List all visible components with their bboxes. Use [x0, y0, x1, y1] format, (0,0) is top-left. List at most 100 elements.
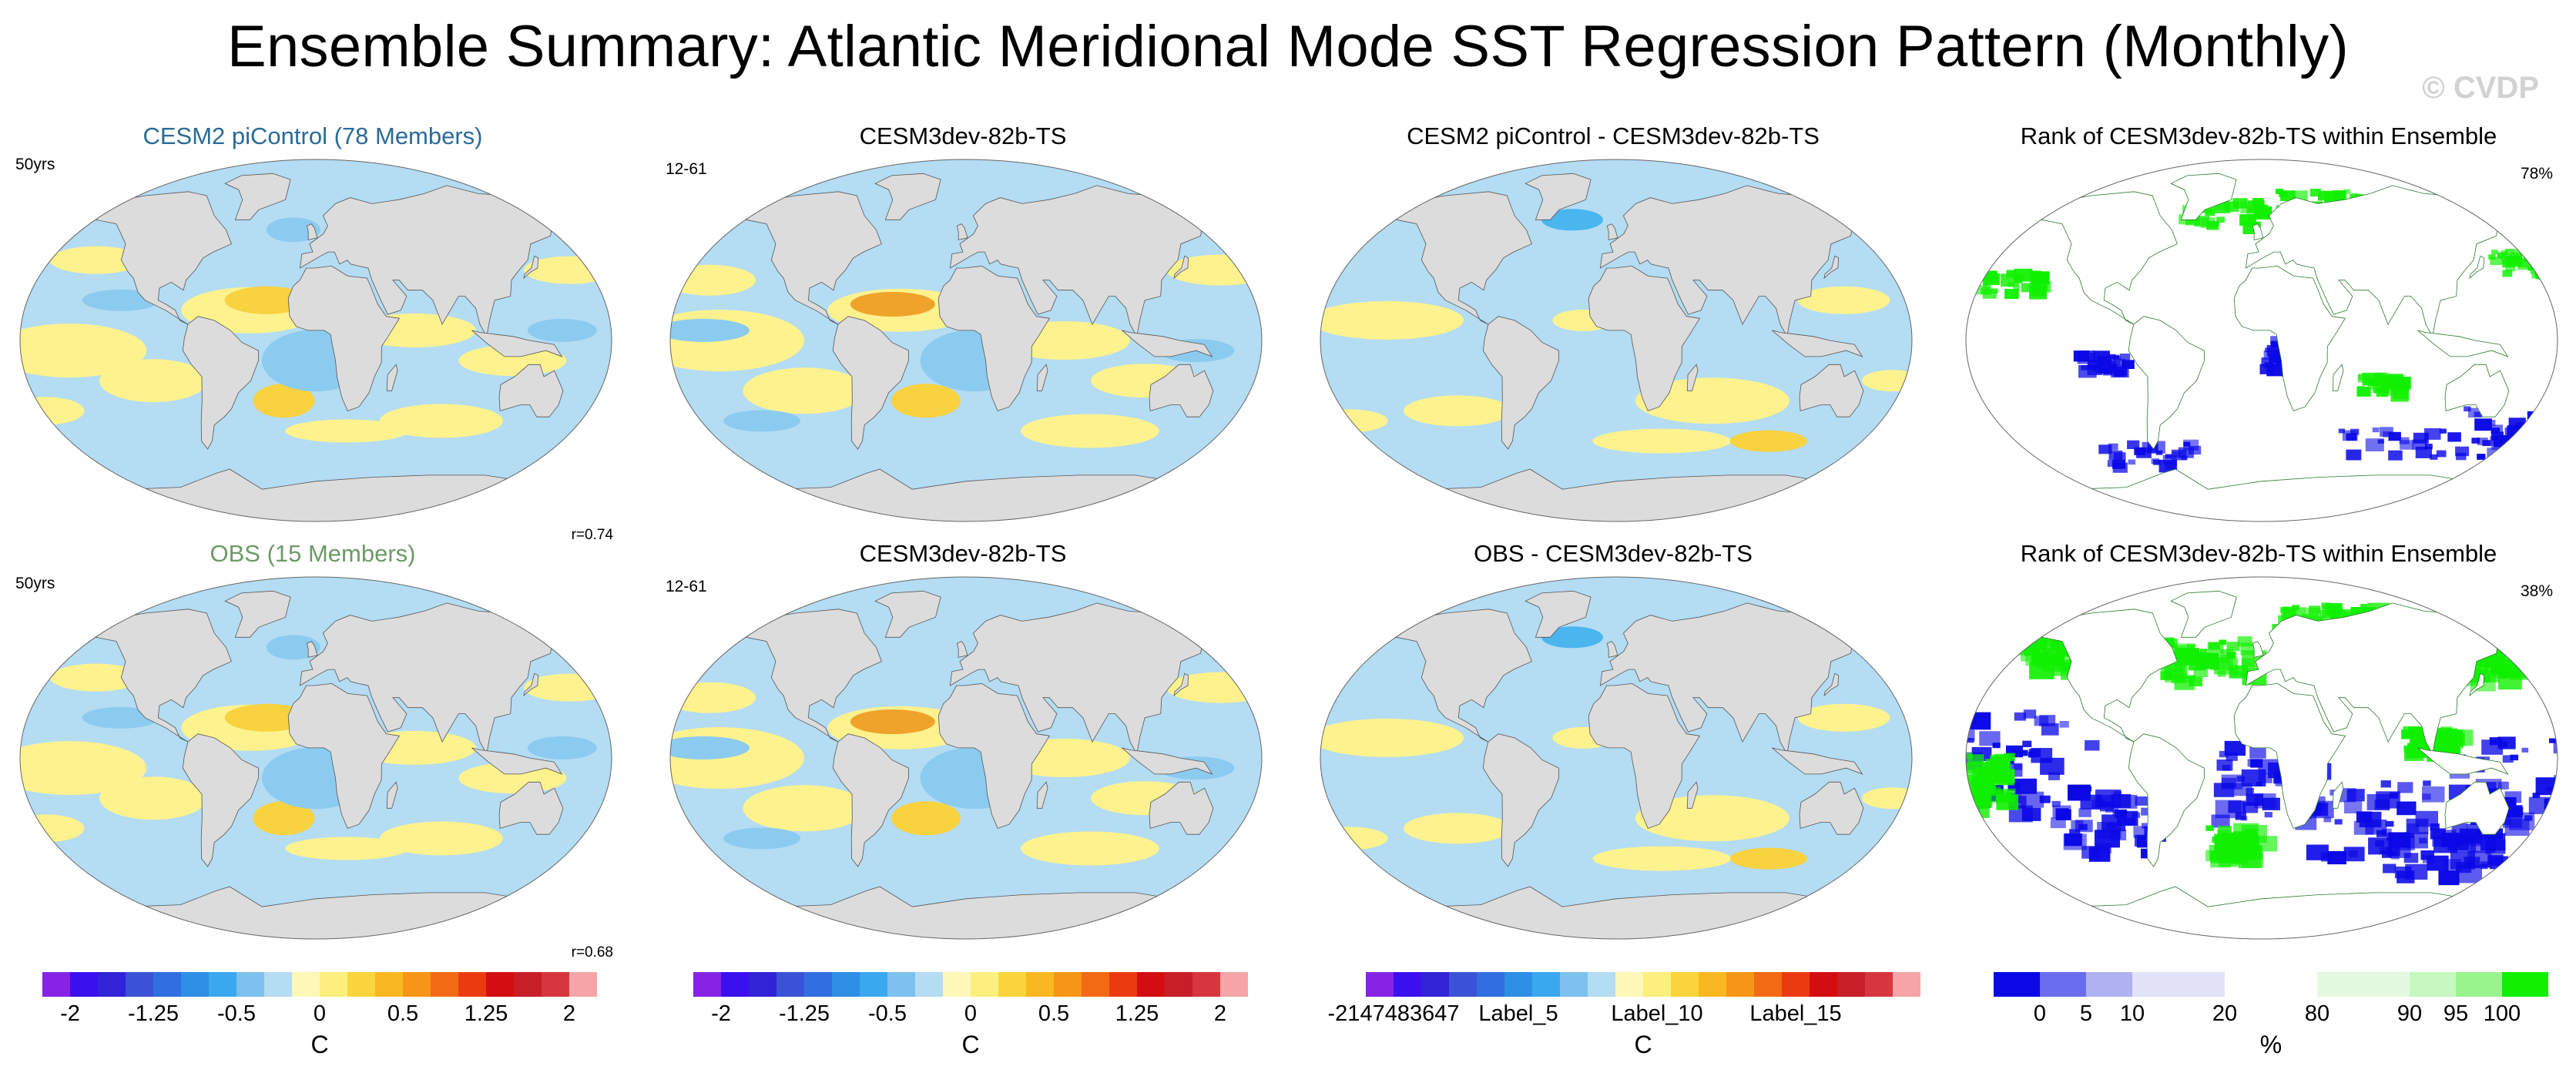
colorbar-boxes [42, 972, 597, 997]
rank-percent-label: 38% [2520, 582, 2553, 600]
low-rank-cell [2471, 438, 2480, 444]
low-rank-cell [2389, 792, 2399, 799]
land-north-america [1376, 609, 1532, 743]
low-rank-cell [2236, 776, 2245, 782]
low-rank-cell [2424, 444, 2433, 449]
land-madagascar [1036, 364, 1048, 391]
colorbar-tick-label: -0.5 [868, 1001, 907, 1026]
low-rank-cell [2511, 806, 2524, 816]
colorbar-swatch [375, 972, 403, 997]
colorbar-swatch [1615, 972, 1643, 997]
high-rank-cell [2014, 277, 2023, 283]
low-rank-cell [2405, 832, 2428, 849]
colorbar-swatch [1837, 972, 1865, 997]
low-rank-cell [2107, 823, 2116, 830]
positive-anomaly-region [850, 292, 935, 317]
colorbar-swatch [1220, 972, 1248, 997]
positive-anomaly-region [850, 709, 935, 734]
low-rank-cell [2095, 830, 2120, 848]
land-indonesia [1772, 747, 1863, 775]
low-rank-cell [2412, 439, 2427, 450]
colorbar-swatch [2040, 972, 2086, 997]
low-rank-cell [2415, 810, 2438, 827]
land-south-america [182, 733, 259, 867]
positive-anomaly-region [891, 801, 961, 836]
colorbar-swatch [514, 972, 542, 997]
low-rank-cell [2439, 428, 2447, 434]
low-rank-cell [2348, 850, 2358, 857]
colorbar-tick-label: 2 [1213, 1001, 1227, 1026]
low-rank-cell [2078, 808, 2091, 817]
colorbar-swatch [1782, 972, 1810, 997]
colorbar-swatch [153, 972, 181, 997]
high-rank-cell [2216, 841, 2225, 848]
colorbar-tick-label: 5 [2079, 1001, 2093, 1026]
positive-anomaly-region [1729, 847, 1807, 870]
panel-difference-bottom: OBS - CESM3dev-82b-TS [1305, 539, 1921, 971]
land-greenland [874, 590, 941, 638]
land-north-america [2021, 609, 2178, 743]
colorbar-rank: 0 5 10 20 80 90 95 100 % [1994, 972, 2548, 1058]
map-outline [1320, 159, 1913, 522]
positive-anomaly-region [1403, 395, 1511, 427]
positive-anomaly-region [670, 264, 756, 296]
map-outline [19, 159, 612, 522]
positive-anomaly-region [99, 776, 207, 820]
low-rank-cell [2181, 455, 2188, 461]
low-rank-cell [2247, 759, 2259, 767]
high-rank-cell [2501, 255, 2514, 264]
positive-anomaly-region [380, 821, 503, 856]
colorbar-tick-label: 0 [2033, 1001, 2047, 1026]
low-rank-cell [1967, 738, 1974, 743]
colorbar-swatch [998, 972, 1026, 997]
positive-anomaly-region [1729, 430, 1807, 452]
low-rank-cell [2108, 354, 2116, 359]
colorbar-swatch [1449, 972, 1477, 997]
low-rank-cell [2400, 440, 2413, 450]
ocean-field [1320, 159, 1912, 521]
low-rank-cell [2334, 819, 2343, 825]
positive-anomaly-region [1403, 813, 1511, 844]
low-rank-cell [2385, 820, 2394, 827]
high-rank-cell [2001, 273, 2020, 287]
low-rank-cell [2165, 461, 2176, 470]
high-rank-cell [2232, 198, 2248, 209]
land-australia [1799, 364, 1864, 417]
high-rank-cell [2036, 662, 2046, 669]
colorbar-tick-label: -2 [60, 1001, 80, 1026]
panel-cesm3dev-top: CESM3dev-82b-TS 12-61 [655, 122, 1271, 553]
low-rank-cell [2490, 431, 2504, 441]
positive-anomaly-region [1320, 718, 1464, 757]
high-rank-cell [2207, 642, 2224, 654]
colorbar-swatch [1560, 972, 1588, 997]
low-rank-cell [2521, 747, 2529, 753]
rank-map [1965, 576, 2558, 940]
low-rank-cell [2064, 833, 2082, 847]
colorbar-units: C [1634, 1031, 1652, 1058]
colorbar-tick-label: -2 [711, 1001, 731, 1026]
land-uk [1606, 641, 1618, 658]
low-rank-cell [2108, 443, 2118, 451]
sst-regression-map [669, 576, 1263, 940]
land-greenland [1524, 590, 1592, 638]
high-rank-cell [2407, 743, 2418, 750]
high-rank-cell [2237, 636, 2252, 647]
low-rank-cell [2346, 449, 2362, 461]
colorbar-swatch [1421, 972, 1449, 997]
colorbar-swatch [804, 972, 832, 997]
low-rank-cell [2510, 754, 2519, 761]
colorbar-swatch [569, 972, 597, 997]
low-rank-cell [2112, 462, 2128, 473]
colorbar-swatch [1109, 972, 1137, 997]
colorbar-swatch [1192, 972, 1220, 997]
rank-map [1965, 159, 2558, 522]
panel-rank-bottom: Rank of CESM3dev-82b-TS within Ensemble … [1950, 539, 2567, 971]
low-rank-cell [1966, 729, 1975, 741]
map-outline [1965, 159, 2558, 522]
panel-rank-top: Rank of CESM3dev-82b-TS within Ensemble … [1950, 122, 2567, 553]
low-rank-cell [2075, 820, 2093, 833]
colorbar-swatch [1865, 972, 1893, 997]
low-rank-cell [2456, 452, 2467, 461]
low-rank-cell [2516, 434, 2532, 446]
land-japan [523, 255, 539, 280]
